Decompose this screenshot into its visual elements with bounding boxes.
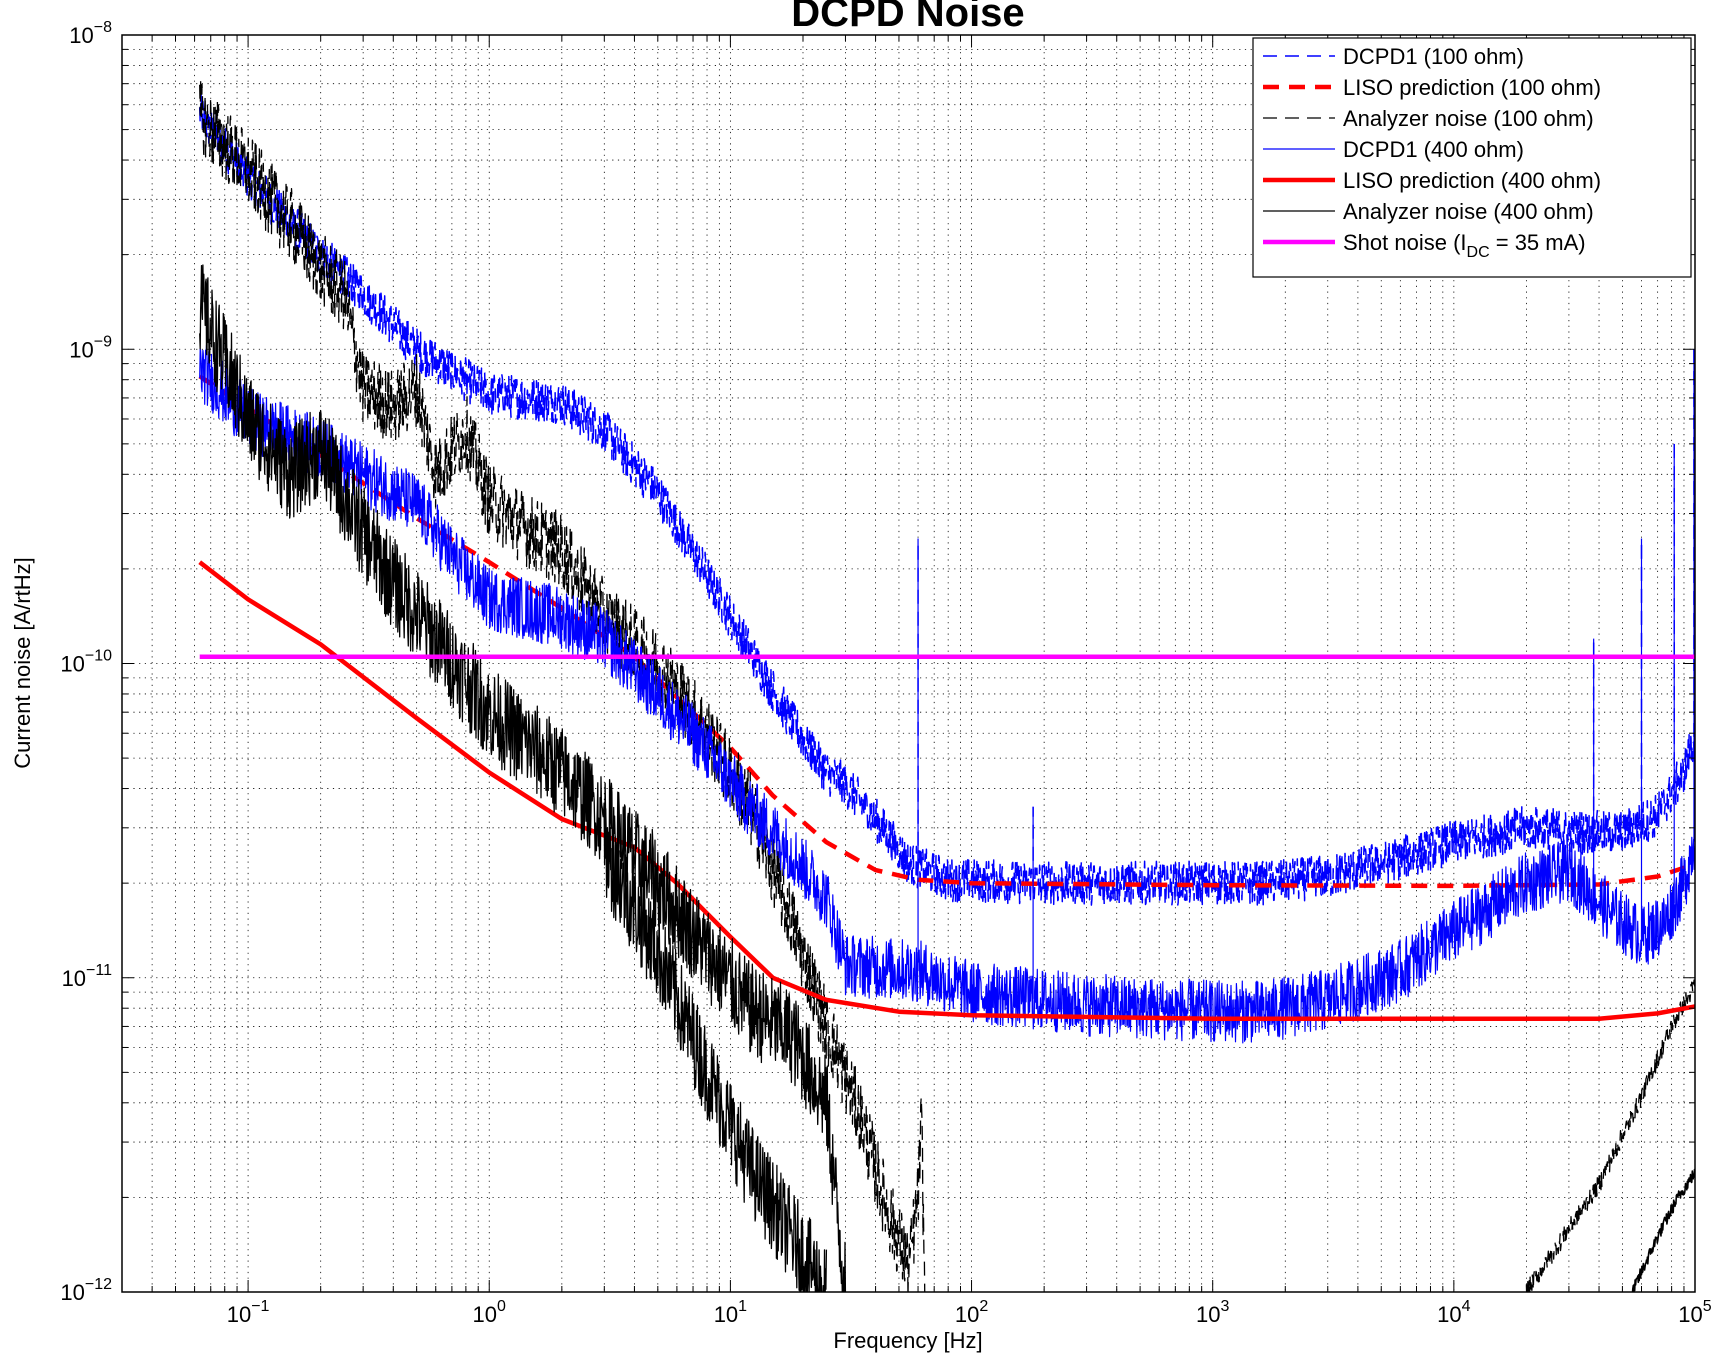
legend-label: Shot noise (IDC = 35 mA) — [1343, 230, 1586, 261]
y-tick-label: 10−10 — [60, 648, 112, 677]
series-line — [199, 344, 1695, 1044]
series-line — [199, 79, 926, 1292]
x-tick-label: 103 — [1196, 1298, 1229, 1327]
series-group — [198, 79, 1695, 1292]
series-line — [199, 264, 847, 1292]
legend-label: LISO prediction (100 ohm) — [1343, 75, 1601, 100]
y-tick-label: 10−11 — [62, 962, 113, 991]
x-axis-title: Frequency [Hz] — [833, 1328, 982, 1353]
series-line — [198, 93, 1695, 906]
legend-label: Analyzer noise (100 ohm) — [1343, 106, 1594, 131]
x-tick-label: 102 — [955, 1298, 988, 1327]
x-tick-label: 10−1 — [227, 1298, 270, 1327]
x-tick-label: 105 — [1678, 1298, 1711, 1327]
chart-title: DCPD Noise — [791, 0, 1024, 35]
legend-label: DCPD1 (400 ohm) — [1343, 137, 1524, 162]
x-tick-label: 101 — [714, 1298, 747, 1327]
x-tick-label: 100 — [473, 1298, 506, 1327]
y-tick-label: 10−8 — [69, 19, 112, 48]
legend: DCPD1 (100 ohm) LISO prediction (100 ohm)… — [1252, 37, 1692, 278]
x-tick-label: 104 — [1437, 1298, 1470, 1327]
tick-labels: 10−1 100 101 102 103 104 105 10−12 10−11 10−10 10−… — [60, 19, 1711, 1327]
y-tick-label: 10−12 — [60, 1276, 112, 1305]
series-line — [198, 374, 1695, 889]
y-axis-title: Current noise [A/rtHz] — [10, 557, 35, 769]
legend-box — [1252, 37, 1692, 278]
series-line — [603, 808, 828, 1292]
legend-label: Analyzer noise (400 ohm) — [1343, 199, 1594, 224]
legend-label: DCPD1 (100 ohm) — [1343, 44, 1524, 69]
series-line — [1631, 1168, 1695, 1292]
legend-label: LISO prediction (400 ohm) — [1343, 168, 1601, 193]
series-line — [1525, 979, 1695, 1292]
series-line — [198, 560, 1695, 1022]
y-tick-label: 10−9 — [69, 333, 112, 362]
